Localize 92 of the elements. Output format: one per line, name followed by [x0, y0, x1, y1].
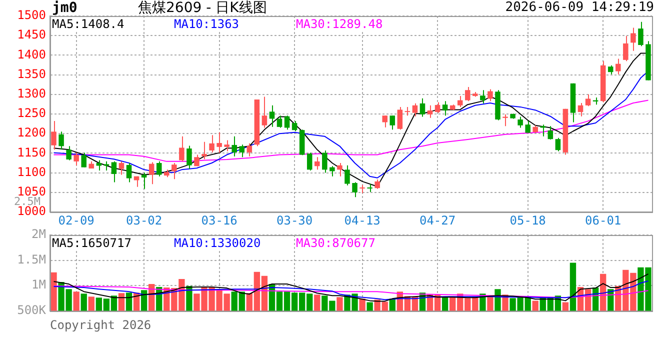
candlestick: [337, 162, 342, 177]
candlestick: [390, 115, 396, 130]
y-tick-label: 1250: [17, 106, 46, 120]
x-tick-label: 04-13: [344, 213, 380, 228]
candlestick: [306, 152, 312, 171]
candlestick: [608, 64, 614, 75]
candlestick: [262, 96, 268, 128]
candlestick: [457, 95, 463, 108]
candlestick: [156, 160, 162, 177]
candlestick: [344, 164, 350, 186]
candlestick: [239, 144, 245, 158]
candlestick: [284, 115, 290, 130]
candlestick: [126, 162, 132, 183]
candlestick: [465, 86, 470, 102]
candlestick: [224, 140, 230, 152]
y-tick-label: 500K: [17, 302, 47, 317]
candlestick: [488, 88, 493, 102]
candlestick: [374, 178, 380, 190]
candlestick: [397, 106, 403, 130]
candlestick: [322, 150, 328, 174]
y-tick-label: 1.5M: [17, 252, 46, 266]
chart-title: 焦煤2609 - 日K线图: [138, 0, 267, 16]
candlestick: [81, 152, 86, 168]
candlestick: [382, 115, 388, 128]
y-tick-label: 1200: [17, 126, 46, 140]
x-tick-label: 03-30: [276, 213, 313, 228]
candlestick: [216, 132, 222, 154]
candlestick: [630, 27, 636, 52]
candlestick: [623, 35, 628, 62]
candlestick: [314, 156, 320, 170]
candlestick: [292, 120, 298, 132]
text: MA5:1408.4: [52, 17, 124, 31]
y-tick-label: 1000: [17, 204, 46, 218]
x-tick-label: 04-27: [419, 213, 456, 228]
text: Copyright 2026: [50, 318, 152, 332]
candlestick: [578, 102, 584, 117]
candlestick: [525, 120, 530, 134]
candlestick: [548, 126, 554, 140]
candlestick: [172, 162, 177, 180]
candlestick: [434, 102, 440, 114]
y-tick-label: 2M: [32, 227, 46, 242]
candlestick: [367, 184, 372, 193]
y-tick-label: 1300: [17, 86, 46, 101]
text: MA30:870677: [296, 236, 376, 250]
chart-subtitle: 2026-06-09 14:29:19: [505, 0, 654, 15]
annotation: jm0: [52, 0, 78, 16]
candlestick: [518, 116, 523, 128]
x-tick-label: 06-01: [585, 213, 622, 228]
text: MA30:1289.48: [296, 17, 383, 31]
x-tick-label: 02-09: [58, 213, 94, 228]
candlestick: [638, 21, 644, 47]
candlestick: [74, 152, 79, 166]
candlestick: [51, 120, 56, 150]
x-tick-label: 03-02: [126, 213, 162, 228]
candlestick: [104, 160, 110, 171]
y-tick-label: 1400: [17, 47, 46, 62]
candlestick: [480, 90, 486, 104]
candlestick: [616, 58, 621, 75]
candlestick: [502, 114, 508, 127]
candlestick: [276, 115, 282, 128]
candlestick: [427, 104, 433, 118]
y-tick-label: 1350: [17, 66, 46, 81]
candlestick: [202, 141, 207, 160]
candlestick: [118, 160, 124, 176]
candlestick: [148, 162, 154, 185]
candlestick: [330, 166, 335, 177]
candlestick: [420, 98, 426, 118]
candlestick: [209, 134, 214, 153]
candlestick: [352, 182, 358, 198]
y-tick-label: 1M: [32, 278, 46, 292]
candlestick: [179, 136, 184, 162]
x-tick-label: 05-18: [510, 213, 546, 228]
y-tick-label: 1150: [17, 145, 46, 160]
candlestick: [540, 124, 546, 137]
text: MA10:1363: [174, 17, 240, 31]
candlestick: [442, 100, 448, 116]
candlestick: [269, 104, 275, 128]
candlestick: [186, 145, 192, 170]
candlestick: [585, 94, 591, 107]
text: MA5:1650717: [52, 236, 132, 250]
y-tick-label: 1100: [17, 164, 46, 179]
x-tick-label: 03-16: [201, 213, 238, 228]
candlestick: [58, 131, 64, 150]
candlestick: [555, 137, 561, 152]
y-tick-label: 1450: [17, 28, 46, 42]
candlestick: [232, 136, 237, 157]
candlestick: [66, 146, 72, 161]
candlestick: [246, 142, 252, 157]
y-tick-label: 1500: [17, 8, 46, 22]
candlestick: [412, 102, 418, 117]
text: MA10:1330020: [174, 236, 261, 250]
candlestick: [111, 160, 117, 183]
